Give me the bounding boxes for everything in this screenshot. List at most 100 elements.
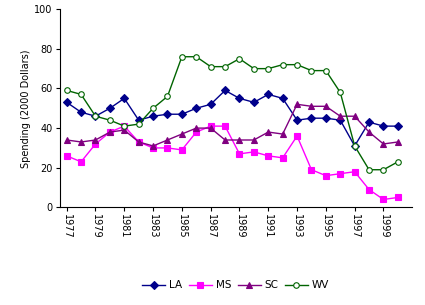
SC [122, 128, 127, 132]
WV [223, 65, 228, 69]
WV [395, 160, 400, 163]
WV [323, 69, 329, 73]
SC [136, 140, 141, 144]
WV [136, 122, 141, 126]
SC [295, 102, 300, 106]
SC [395, 140, 400, 144]
MS [108, 130, 113, 134]
SC [338, 114, 343, 118]
LA [79, 110, 84, 114]
MS [381, 198, 386, 201]
MS [309, 168, 314, 171]
MS [266, 154, 271, 158]
LA [381, 124, 386, 128]
SC [108, 130, 113, 134]
WV [108, 118, 113, 122]
MS [366, 188, 371, 192]
SC [251, 138, 256, 142]
WV [266, 67, 271, 70]
WV [208, 65, 213, 69]
SC [381, 142, 386, 146]
MS [194, 130, 199, 134]
SC [93, 138, 98, 142]
SC [280, 132, 285, 136]
LA [352, 144, 357, 148]
MS [79, 160, 84, 163]
LA [395, 124, 400, 128]
LA [251, 100, 256, 104]
WV [150, 106, 156, 110]
WV [309, 69, 314, 73]
SC [223, 138, 228, 142]
MS [122, 124, 127, 128]
LA [280, 96, 285, 100]
LA [194, 106, 199, 110]
WV [165, 95, 170, 98]
MS [295, 134, 300, 138]
Line: WV: WV [64, 54, 401, 173]
WV [366, 168, 371, 171]
SC [323, 104, 329, 108]
WV [64, 88, 69, 92]
WV [79, 93, 84, 96]
MS [64, 154, 69, 158]
LA [150, 114, 156, 118]
LA [266, 93, 271, 96]
LA [223, 88, 228, 92]
MS [237, 152, 242, 156]
LA [179, 112, 184, 116]
LA [295, 118, 300, 122]
SC [352, 114, 357, 118]
SC [237, 138, 242, 142]
SC [309, 104, 314, 108]
MS [223, 124, 228, 128]
LA [208, 102, 213, 106]
LA [136, 118, 141, 122]
LA [165, 112, 170, 116]
MS [280, 156, 285, 160]
WV [352, 144, 357, 148]
MS [323, 174, 329, 178]
LA [323, 116, 329, 120]
MS [179, 148, 184, 152]
SC [150, 144, 156, 148]
WV [295, 63, 300, 66]
WV [122, 124, 127, 128]
MS [338, 172, 343, 175]
LA [64, 100, 69, 104]
LA [237, 96, 242, 100]
SC [208, 126, 213, 130]
WV [194, 55, 199, 59]
LA [338, 118, 343, 122]
SC [79, 140, 84, 144]
MS [395, 196, 400, 199]
MS [352, 170, 357, 174]
Line: MS: MS [64, 123, 401, 202]
LA [93, 114, 98, 118]
WV [251, 67, 256, 70]
MS [150, 146, 156, 150]
SC [266, 130, 271, 134]
WV [237, 57, 242, 60]
MS [136, 140, 141, 144]
MS [165, 146, 170, 150]
Line: SC: SC [64, 102, 401, 149]
MS [93, 142, 98, 146]
Line: LA: LA [64, 88, 401, 149]
Legend: LA, MS, SC, WV: LA, MS, SC, WV [138, 276, 334, 294]
SC [194, 126, 199, 130]
WV [93, 114, 98, 118]
WV [338, 91, 343, 94]
Y-axis label: Spending (2000 Dollars): Spending (2000 Dollars) [21, 49, 31, 167]
WV [280, 63, 285, 66]
SC [366, 130, 371, 134]
LA [309, 116, 314, 120]
WV [381, 168, 386, 171]
LA [366, 120, 371, 124]
WV [179, 55, 184, 59]
SC [179, 132, 184, 136]
LA [108, 106, 113, 110]
SC [64, 138, 69, 142]
SC [165, 138, 170, 142]
MS [208, 124, 213, 128]
